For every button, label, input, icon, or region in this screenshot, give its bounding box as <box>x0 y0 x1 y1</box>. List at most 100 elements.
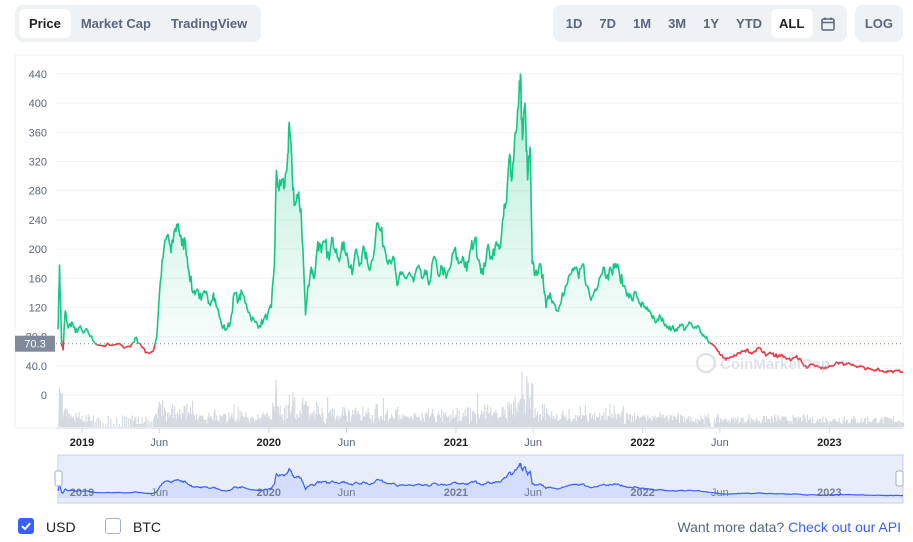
volume-bar <box>440 417 442 427</box>
volume-bar <box>333 409 335 427</box>
volume-bar <box>525 404 527 427</box>
volume-bar <box>164 410 167 427</box>
btc-checkbox[interactable] <box>105 518 121 534</box>
volume-bar <box>322 412 324 427</box>
volume-bar <box>594 412 596 427</box>
volume-bar <box>291 406 293 427</box>
volume-bar <box>851 419 853 427</box>
volume-bar <box>472 411 474 427</box>
volume-bar <box>409 417 411 427</box>
volume-bar <box>294 418 296 427</box>
volume-bar <box>137 416 139 427</box>
volume-bar <box>349 411 351 427</box>
volume-bar <box>593 419 595 427</box>
volume-bar <box>745 423 747 427</box>
volume-bar <box>492 414 494 427</box>
calendar-icon[interactable] <box>813 9 843 38</box>
volume-bar <box>259 418 261 427</box>
volume-bar <box>873 418 875 427</box>
volume-bar <box>318 413 320 427</box>
volume-bar <box>427 407 429 427</box>
volume-bar <box>186 404 188 427</box>
volume-bar <box>176 412 178 427</box>
volume-bar <box>527 382 529 427</box>
tab-price[interactable]: Price <box>19 9 71 38</box>
volume-bar <box>314 419 316 427</box>
volume-bar <box>502 406 504 427</box>
volume-bar <box>178 414 180 427</box>
volume-bar <box>424 414 426 427</box>
x-tick-label: 2021 <box>444 437 468 449</box>
volume-bar <box>145 417 147 427</box>
api-link[interactable]: Check out our API <box>788 519 901 535</box>
volume-bar <box>147 419 149 427</box>
range-3m-button[interactable]: 3M <box>668 16 687 31</box>
volume-bar <box>94 422 96 427</box>
range-1d-button[interactable]: 1D <box>565 16 583 31</box>
volume-bar <box>352 410 354 427</box>
log-scale-button[interactable]: LOG <box>854 5 903 42</box>
navigator-right-handle[interactable] <box>895 470 904 487</box>
volume-bar <box>75 412 77 427</box>
api-promo: Want more data? Check out our API <box>677 519 901 535</box>
volume-bar <box>382 397 384 427</box>
volume-bar <box>647 414 649 427</box>
volume-bar <box>520 398 522 427</box>
navigator-left-handle[interactable] <box>54 470 63 487</box>
volume-bar <box>759 423 761 427</box>
range-ytd-button[interactable]: YTD <box>736 16 763 31</box>
volume-bar <box>846 419 848 427</box>
volume-bar <box>587 421 590 427</box>
volume-bar <box>522 394 524 427</box>
volume-bar <box>308 419 311 427</box>
volume-bar <box>882 423 884 427</box>
tab-market-cap[interactable]: Market Cap <box>80 16 151 31</box>
volume-bar <box>854 418 857 427</box>
volume-bar <box>297 417 300 427</box>
volume-bar <box>883 416 885 427</box>
volume-bar <box>654 415 656 427</box>
volume-bar <box>701 418 703 427</box>
volume-bar <box>598 416 600 427</box>
range-1m-button[interactable]: 1M <box>633 16 652 31</box>
volume-bar <box>771 416 773 427</box>
volume-bar <box>177 418 179 427</box>
range-7d-button[interactable]: 7D <box>599 16 617 31</box>
y-tick-label: 120 <box>29 302 47 314</box>
tab-tradingview[interactable]: TradingView <box>170 16 248 31</box>
volume-bar <box>325 424 327 427</box>
volume-bar <box>230 415 232 427</box>
volume-bar <box>900 421 902 427</box>
volume-bar <box>237 406 239 427</box>
volume-bar <box>77 417 79 427</box>
volume-bar <box>169 417 171 427</box>
volume-bar <box>531 383 533 427</box>
range-1y-button[interactable]: 1Y <box>703 16 720 31</box>
volume-bar <box>416 417 418 427</box>
volume-bar <box>212 420 214 427</box>
volume-bar <box>649 417 651 427</box>
volume-bar <box>517 402 519 427</box>
volume-bar <box>368 412 370 427</box>
volume-bar <box>245 412 247 427</box>
volume-bar <box>194 414 196 427</box>
volume-bar <box>407 416 409 427</box>
volume-bar <box>639 418 641 427</box>
price-line-segment <box>57 264 63 344</box>
volume-bar <box>350 421 352 427</box>
volume-bar <box>890 418 892 427</box>
volume-bar <box>457 422 459 427</box>
volume-bar <box>153 418 155 427</box>
volume-bar <box>583 415 585 427</box>
volume-bar <box>505 416 507 427</box>
range-all-button[interactable]: ALL <box>770 9 813 38</box>
volume-bar <box>323 421 325 427</box>
volume-bar <box>657 418 659 427</box>
volume-bar <box>813 423 815 427</box>
volume-bar <box>877 422 879 427</box>
navigator-tick-label: 2020 <box>256 487 280 499</box>
usd-checkbox[interactable] <box>18 518 34 534</box>
volume-bar <box>817 419 819 427</box>
volume-bar <box>844 422 846 427</box>
